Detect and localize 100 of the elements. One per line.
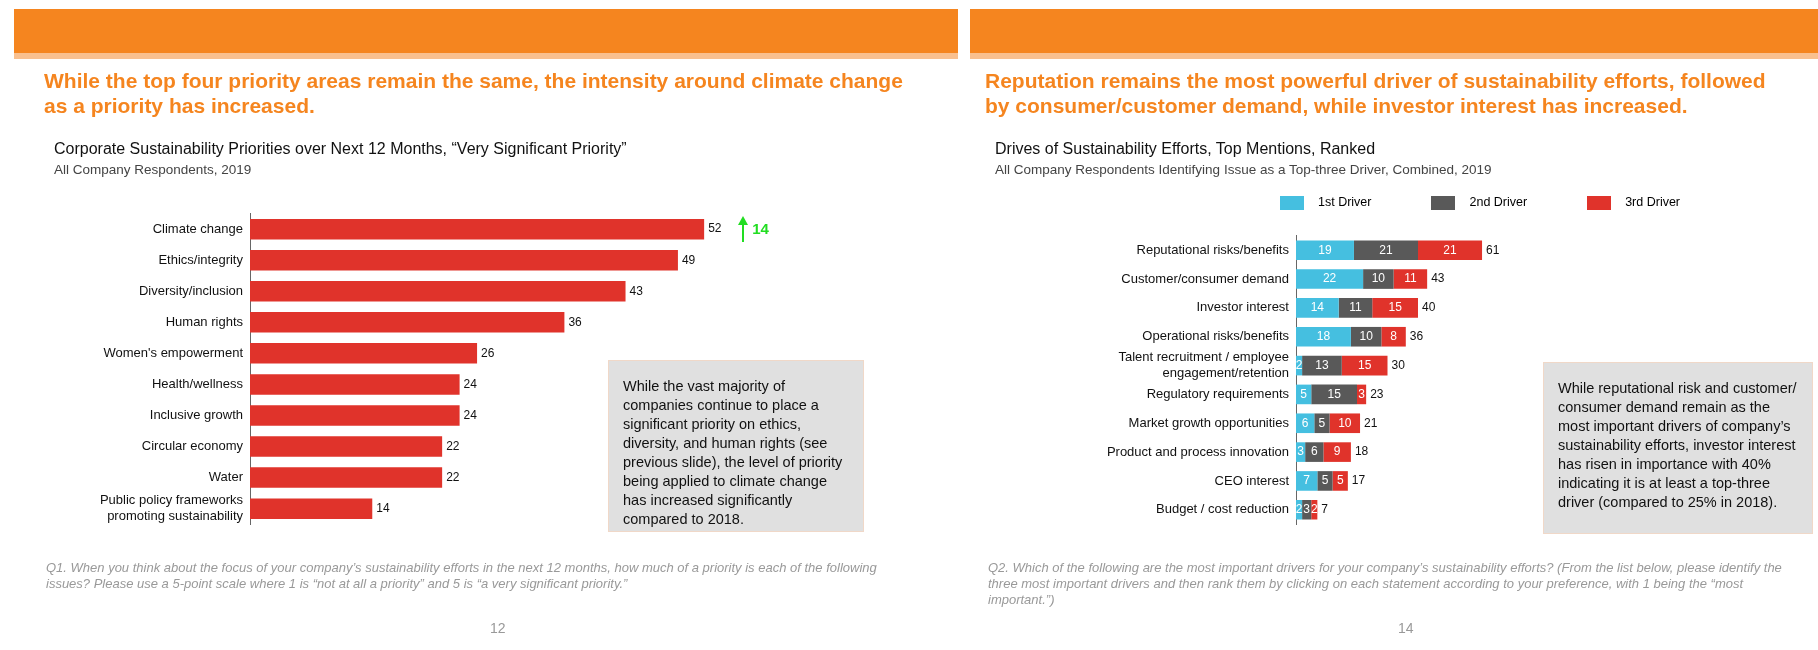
y-tick-label: Climate change	[152, 220, 243, 236]
annotation: While the vast majority of companies continue to place a significant priority on ethics, diversity, and human rights (see previous slide), the level of priority being applied to climate change has increased significantly compared to 2018.	[608, 360, 864, 532]
y-tick-label: Women's empowerment	[103, 344, 244, 360]
bar	[1363, 269, 1394, 289]
data-label: 9	[1333, 444, 1341, 459]
data-label: 11	[1404, 271, 1417, 286]
total-label: 61	[1486, 242, 1500, 257]
chart-subtitle: All Company Respondents, 2019	[54, 162, 252, 177]
data-label: 11	[1349, 300, 1363, 315]
total-label: 18	[1354, 444, 1369, 459]
data-label: 5	[1321, 473, 1329, 488]
data-label: 21	[1443, 242, 1458, 257]
bar	[1393, 269, 1428, 289]
data-label: 6	[1310, 444, 1318, 459]
data-label: 5	[1318, 415, 1326, 430]
chart-title: Drives of Sustainability Efforts, Top Mentions, Ranked	[995, 140, 1376, 158]
data-label: 10	[1371, 271, 1386, 286]
bar	[1418, 240, 1483, 261]
bar	[1296, 269, 1364, 289]
data-label: 10	[1338, 415, 1352, 430]
data-label: 24	[463, 407, 478, 422]
total-label: 7	[1321, 502, 1329, 517]
y-tick-label: Customer/consumer demand	[1121, 270, 1289, 286]
data-label: 24	[463, 376, 478, 391]
y-tick-label: Health/wellness	[151, 376, 244, 392]
legend-label: 1st Driver	[1318, 195, 1372, 209]
bar	[250, 281, 626, 302]
bar	[1296, 471, 1318, 491]
total-label: 30	[1391, 357, 1406, 372]
y-tick-label: Investor interest	[1196, 299, 1290, 315]
bar	[1296, 240, 1354, 261]
data-label: 6	[1301, 415, 1309, 430]
data-label: 43	[629, 283, 644, 298]
data-label: 36	[568, 314, 583, 329]
data-label: 13	[1315, 357, 1329, 372]
bar	[1317, 471, 1333, 491]
data-label: 10	[1359, 329, 1374, 344]
data-label: 15	[1327, 386, 1342, 401]
y-tick-label: CEO interest	[1214, 472, 1290, 488]
bar	[1323, 442, 1351, 462]
y-tick-label: Diversity/inclusion	[138, 282, 243, 298]
bar	[1338, 298, 1373, 318]
text: Q2. Which of the following are the most important drivers for your company’s sustainability efforts? (From the list below, please identify the three most important drivers and then rank them by clicking on each statement according to your preference, with 1 being the “most important.”)	[988, 560, 1783, 608]
y-tick-label: Operational risks/benefits	[1142, 328, 1290, 344]
y-tick-label: Reputational risks/benefits	[1136, 241, 1290, 257]
bar	[250, 312, 565, 333]
total-label: 43	[1431, 271, 1445, 286]
bar	[1353, 240, 1418, 261]
bar	[1381, 326, 1406, 347]
total-label: 40	[1422, 300, 1436, 315]
y-tick-label: Budget / cost reduction	[1156, 501, 1289, 517]
data-label: 2	[1295, 357, 1303, 372]
y-tick-label: Water	[208, 469, 244, 485]
bar	[1296, 326, 1351, 347]
data-label: 18	[1316, 329, 1331, 344]
bar	[1314, 413, 1330, 434]
y-tick-label: Circular economy	[141, 438, 244, 454]
total-label: 17	[1351, 473, 1366, 488]
data-label: 3	[1358, 386, 1366, 401]
data-label: 5	[1336, 473, 1344, 488]
text: Reputation remains the most powerful driver of sustainability efforts, followed by consumer/customer demand, while investor interest has increased.	[985, 68, 1767, 118]
bar	[1296, 298, 1339, 318]
bar	[250, 374, 460, 395]
data-label: 7	[1303, 473, 1311, 488]
data-label: 15	[1388, 300, 1403, 315]
bar	[250, 405, 460, 426]
y-tick-label: Market growth opportunities	[1128, 414, 1290, 430]
text: 14	[1398, 620, 1414, 636]
bar	[250, 498, 373, 519]
data-label: 49	[681, 252, 696, 267]
data-label: 19	[1318, 242, 1332, 257]
y-tick-label: Talent recruitment / employee engagement/retention	[1118, 349, 1289, 380]
data-label: 2	[1295, 502, 1303, 517]
data-label: 15	[1357, 357, 1372, 372]
data-label: 14	[1310, 300, 1325, 315]
bar	[250, 436, 443, 457]
bar	[250, 218, 705, 240]
data-label: 22	[446, 438, 460, 453]
data-label: 22	[1322, 271, 1337, 286]
y-tick-label: Ethics/integrity	[158, 251, 244, 267]
text: While the top four priority areas remain the same, the intensity around climate change as a priority has increased.	[44, 68, 904, 118]
y-tick-label: Inclusive growth	[149, 407, 243, 423]
y-tick-label: Product and process innovation	[1106, 443, 1289, 459]
legend-label: 3rd Driver	[1625, 195, 1681, 209]
total-label: 36	[1409, 329, 1424, 344]
y-tick-label: Regulatory requirements	[1146, 386, 1290, 401]
bar	[1372, 298, 1418, 318]
data-label: 21	[1379, 242, 1393, 257]
text: While reputational risk and customer/ consumer demand remain as the most important drivers of company’s sustainability efforts, investor interest has risen in importance with 40% indicating it is at least a top-three driver (compared to 25% in 2018).	[1543, 362, 1813, 534]
bar	[1311, 384, 1357, 405]
data-label: 52	[708, 221, 722, 236]
data-label: 22	[446, 469, 460, 484]
bar	[250, 343, 478, 364]
total-label: 21	[1364, 415, 1378, 430]
legend-label: 2nd Driver	[1469, 195, 1528, 209]
data-label: 26	[481, 345, 495, 360]
data-label: 2	[1310, 502, 1318, 517]
data-label: 3	[1297, 444, 1305, 459]
data-label: 14	[376, 500, 390, 515]
y-tick-label: Human rights	[165, 313, 244, 329]
